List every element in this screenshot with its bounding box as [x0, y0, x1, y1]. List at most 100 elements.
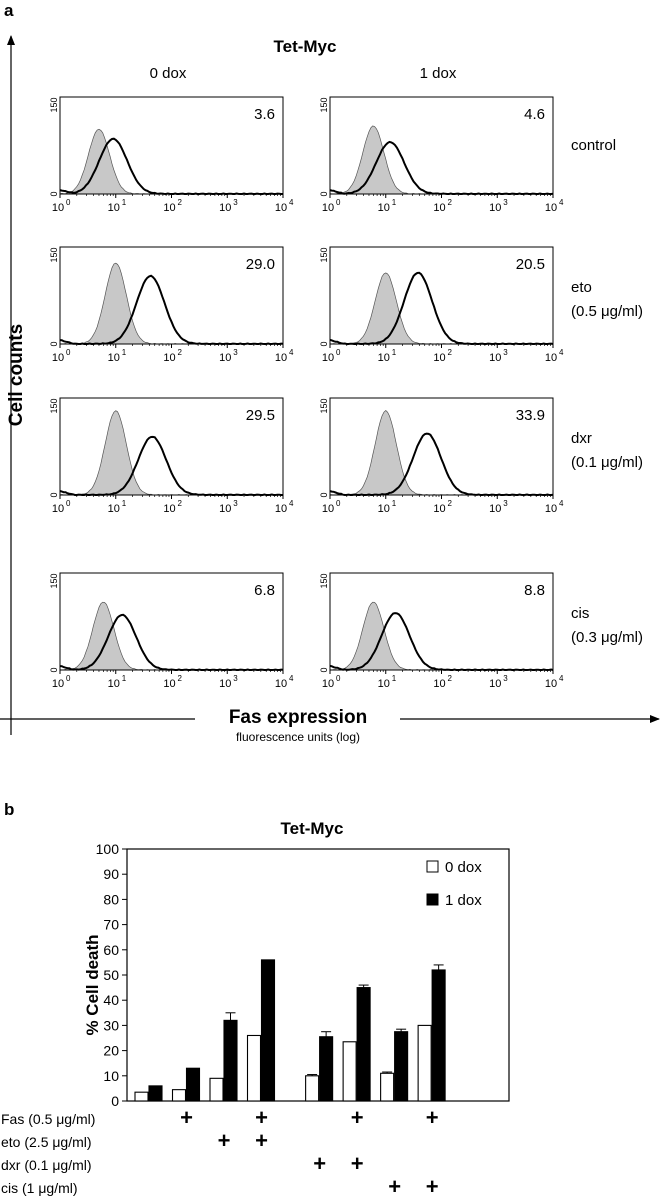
x-tick-label: 10 [322, 503, 334, 515]
histogram-value: 33.9 [516, 407, 545, 424]
column-label-1-dox: 1 dox [420, 65, 457, 82]
panel-b: b Tet-Myc % Cell death 0 10 20 30 40 50 60 70 80… [1, 800, 510, 1199]
x-tick-label: 10 [163, 503, 175, 515]
y-tick-label: 150 [319, 573, 329, 588]
legend-label-1: 1 dox [445, 892, 482, 909]
bar-y-tick-label: 0 [111, 1093, 119, 1109]
legend-swatch-0 [426, 860, 439, 873]
x-tick-label: 10 [219, 352, 231, 364]
treatment-plus-0-3: + [255, 1105, 268, 1130]
x-tick-label: 10 [433, 202, 445, 214]
treatment-plus-2-4: + [313, 1151, 326, 1176]
x-tick-label: 10 [108, 678, 120, 690]
column-label-0-dox: 0 dox [150, 65, 187, 82]
treatment-plus-0-1: + [180, 1105, 193, 1130]
x-tick-exponent: 2 [448, 198, 453, 207]
bar-0-dox-5 [342, 1041, 357, 1102]
panel-a: a Tet-Myc 0 dox 1 dox Cell counts Fas ex… [0, 1, 660, 744]
row-labels: control eto (0.5 μg/ml) dxr (0.1 μg/ml) cis (0… [571, 137, 643, 646]
row-label-0-0: control [571, 137, 616, 154]
x-tick-label: 10 [108, 202, 120, 214]
y-tick-label: 0 [319, 191, 329, 196]
x-tick-exponent: 1 [122, 198, 127, 207]
x-tick-exponent: 3 [503, 674, 508, 683]
shaded-histogram [59, 601, 283, 671]
bar-1-dox-2 [223, 1019, 238, 1102]
treatment-plus-1-2: + [218, 1128, 231, 1153]
x-tick-label: 10 [433, 503, 445, 515]
x-tick-exponent: 3 [233, 348, 238, 357]
row-label-1-0: eto [571, 279, 592, 296]
bar-y-tick-label: 90 [103, 866, 119, 882]
bar-1-dox-3 [260, 959, 276, 1102]
x-tick-exponent: 4 [559, 348, 564, 357]
x-tick-exponent: 3 [233, 674, 238, 683]
bar-y-tick-label: 50 [103, 967, 119, 983]
x-tick-exponent: 3 [233, 198, 238, 207]
panel-b-title: Tet-Myc [281, 819, 344, 838]
x-tick-exponent: 3 [503, 348, 508, 357]
bar-0-dox-4 [305, 1075, 320, 1102]
x-tick-exponent: 0 [336, 499, 341, 508]
y-tick-label: 150 [49, 247, 59, 262]
x-tick-exponent: 1 [392, 198, 397, 207]
legend-label-0: 0 dox [445, 859, 482, 876]
x-tick-exponent: 3 [503, 499, 508, 508]
row-label-2-0: dxr [571, 430, 592, 447]
bar-0-dox-1 [171, 1089, 187, 1102]
x-tick-exponent: 4 [559, 674, 564, 683]
x-tick-label: 10 [545, 503, 557, 515]
x-tick-label: 10 [322, 202, 334, 214]
x-tick-exponent: 3 [503, 198, 508, 207]
x-tick-label: 10 [52, 352, 64, 364]
x-tick-label: 10 [52, 678, 64, 690]
bar-y-tick-label: 40 [103, 992, 119, 1008]
histogram-value: 4.6 [524, 106, 545, 123]
x-tick-label: 10 [163, 352, 175, 364]
x-tick-exponent: 4 [289, 198, 294, 207]
x-tick-exponent: 1 [392, 674, 397, 683]
x-tick-label: 10 [275, 678, 287, 690]
x-tick-label: 10 [322, 352, 334, 364]
x-tick-label: 10 [275, 352, 287, 364]
x-tick-exponent: 1 [392, 499, 397, 508]
bar-y-tick-label: 70 [103, 917, 119, 933]
x-tick-label: 10 [378, 678, 390, 690]
x-tick-label: 10 [108, 352, 120, 364]
row-label-1-1: (0.5 μg/ml) [571, 303, 643, 320]
shaded-histogram [330, 601, 554, 671]
x-tick-exponent: 0 [66, 674, 71, 683]
panel-a-title: Tet-Myc [274, 37, 337, 56]
histogram-value: 3.6 [254, 106, 275, 123]
legend-swatch-1 [426, 893, 439, 906]
bar-1-dox-7 [431, 969, 446, 1102]
treatment-plus-2-5: + [351, 1151, 364, 1176]
x-tick-exponent: 4 [289, 348, 294, 357]
y-tick-label: 0 [49, 191, 59, 196]
histogram-value: 29.0 [246, 256, 275, 273]
x-tick-exponent: 4 [289, 499, 294, 508]
x-tick-label: 10 [378, 503, 390, 515]
treatment-plus-0-5: + [351, 1105, 364, 1130]
x-tick-exponent: 2 [178, 674, 183, 683]
y-tick-label: 150 [319, 398, 329, 413]
x-tick-label: 10 [52, 503, 64, 515]
bar-0-dox-3 [246, 1034, 262, 1102]
bar-y-tick-label: 100 [96, 841, 120, 857]
x-tick-label: 10 [489, 352, 501, 364]
treatment-label-0: Fas (0.5 μg/ml) [1, 1111, 95, 1127]
x-tick-label: 10 [219, 678, 231, 690]
bar-y-tick-label: 80 [103, 891, 119, 907]
x-tick-exponent: 0 [66, 348, 71, 357]
x-tick-label: 10 [433, 352, 445, 364]
x-tick-exponent: 0 [336, 348, 341, 357]
treatment-label-3: cis (1 μg/ml) [1, 1180, 78, 1196]
x-tick-label: 10 [489, 202, 501, 214]
histogram-value: 20.5 [516, 256, 545, 273]
shaded-histogram [330, 272, 554, 345]
